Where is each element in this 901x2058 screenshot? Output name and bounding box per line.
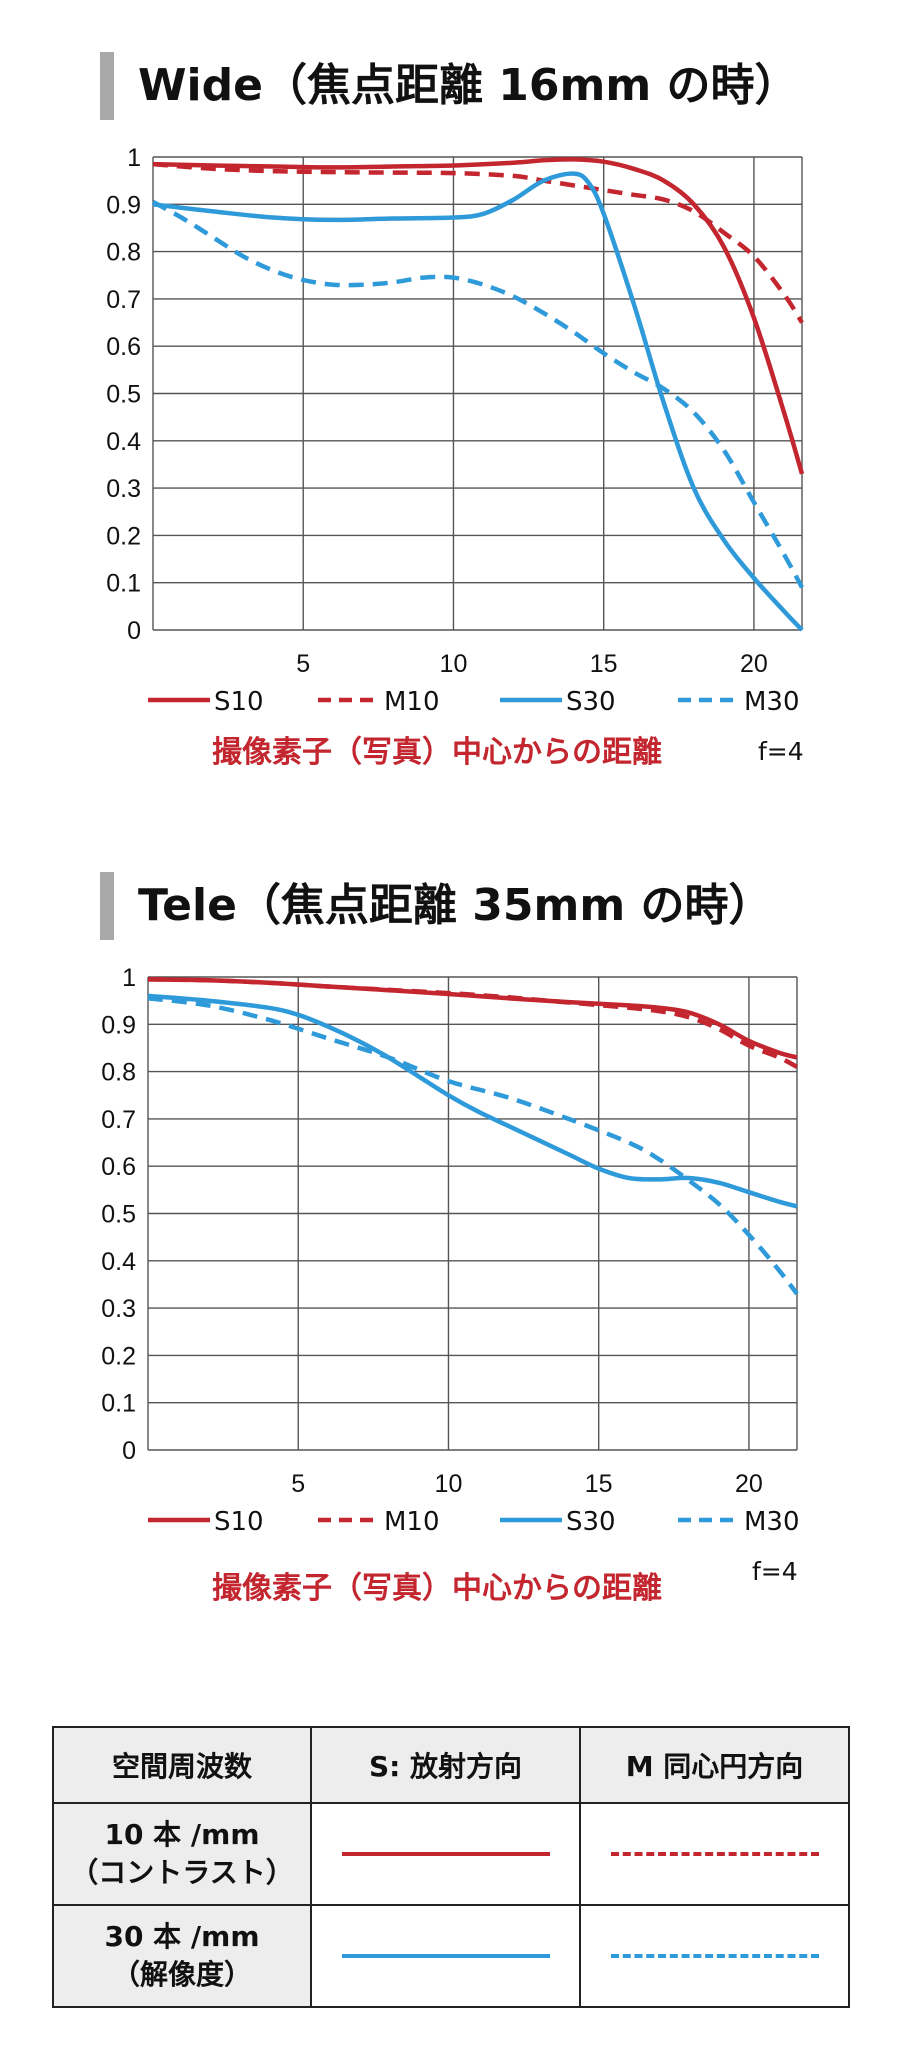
series-line-s10 [147,977,798,1060]
y-tick-label: 0.5 [106,381,141,409]
x-tick-label: 5 [291,1470,305,1498]
tele-chart: 0 0.1 0.2 0.3 0.4 0.5 0.6 0.7 0.8 0.9 1 5 10 15 20 S1… [101,964,800,1606]
header-sagittal: S: 放射方向 [310,1726,581,1804]
series-line-s10 [152,157,805,475]
header-spatial-frequency: 空間周波数 [52,1726,312,1804]
series-line-s30 [152,171,804,632]
y-tick-label: 1 [122,964,136,992]
row-label-line2: （解像度） [111,1958,252,1991]
y-tick-label: 0.2 [101,1342,136,1370]
series-line-m30 [151,199,804,589]
y-tick-label: 0.4 [101,1248,136,1276]
y-tick-label: 0.9 [106,191,141,219]
legend-table-row: 10 本 /mm （コントラスト） [52,1802,850,1906]
y-tick-label: 0.7 [101,1106,136,1134]
swatch-cell-s30 [310,1904,581,2008]
x-tick-label: 20 [735,1470,763,1498]
y-tick-label: 0.8 [101,1059,136,1087]
legend-label-s10: S10 [214,1507,264,1537]
x-axis-label: 撮像素子（写真）中心からの距離 [212,735,662,770]
legend-label-s10: S10 [214,687,264,717]
legend: S10 M10 S30 M30 [148,1507,800,1537]
row-label-10lp: 10 本 /mm （コントラスト） [52,1802,312,1906]
legend-label-m30: M30 [744,1507,800,1537]
y-tick-labels: 0 0.1 0.2 0.3 0.4 0.5 0.6 0.7 0.8 0.9 1 [106,144,141,645]
swatch-m30-dashed-blue [610,1954,819,1958]
wide-chart-title: Wide（焦点距離 16mm の時） [138,60,799,111]
row-label-line2: （コントラスト） [70,1856,294,1889]
series-line-m10 [147,977,799,1069]
legend-label-m30: M30 [744,687,800,717]
tele-chart-title: Tele（焦点距離 35mm の時） [138,880,773,931]
grid [152,156,803,631]
x-tick-label: 10 [435,1470,463,1498]
y-tick-labels: 0 0.1 0.2 0.3 0.4 0.5 0.6 0.7 0.8 0.9 1 [101,964,136,1465]
swatch-m10-dashed-red [610,1852,819,1856]
aperture-annotation: f=4 [752,1557,798,1586]
legend: S10 M10 S30 M30 [148,687,800,717]
y-tick-label: 0.5 [101,1201,136,1229]
tele-title-bar [100,872,114,940]
row-label-30lp: 30 本 /mm （解像度） [52,1904,312,2008]
series-line-s30 [147,993,798,1209]
legend-label-m10: M10 [384,1507,440,1537]
y-tick-label: 0.2 [106,522,141,550]
y-tick-label: 0.4 [106,428,141,456]
x-tick-label: 10 [440,650,468,678]
legend-label-s30: S30 [566,1507,616,1537]
row-label-line1: 10 本 /mm [104,1818,260,1851]
x-tick-label: 15 [585,1470,613,1498]
swatch-s10-solid-red [341,1852,550,1856]
header-meridional: M 同心円方向 [579,1726,850,1804]
y-tick-label: 0.9 [101,1011,136,1039]
wide-title-bar [100,52,114,120]
series-line-m10 [152,161,804,324]
y-tick-label: 0.6 [101,1153,136,1181]
aperture-annotation: f=4 [758,737,804,766]
swatch-cell-m30 [579,1904,850,2008]
y-tick-label: 1 [127,144,141,172]
x-tick-labels: 5 10 15 20 [296,650,768,678]
y-tick-label: 0 [127,617,141,645]
swatch-s30-solid-blue [341,1954,550,1958]
row-label-line1: 30 本 /mm [104,1920,260,1953]
x-tick-label: 20 [740,650,768,678]
y-tick-label: 0.8 [106,239,141,267]
y-tick-label: 0.1 [101,1390,136,1418]
y-tick-label: 0.7 [106,286,141,314]
legend-table-row: 30 本 /mm （解像度） [52,1904,850,2008]
swatch-cell-m10 [579,1802,850,1906]
grid [147,976,798,1451]
wide-chart: 0 0.1 0.2 0.3 0.4 0.5 0.6 0.7 0.8 0.9 1 5 10 15 20 S1… [106,144,805,770]
legend-table-header: 空間周波数 S: 放射方向 M 同心円方向 [52,1726,850,1804]
y-tick-label: 0.6 [106,333,141,361]
series-lines [147,977,799,1296]
x-tick-label: 5 [296,650,310,678]
y-tick-label: 0.3 [106,475,141,503]
swatch-cell-s10 [310,1802,581,1906]
y-tick-label: 0.3 [101,1295,136,1323]
legend-label-m10: M10 [384,687,440,717]
x-axis-label: 撮像素子（写真）中心からの距離 [212,1571,662,1606]
legend-table: 空間周波数 S: 放射方向 M 同心円方向 10 本 /mm （コントラスト） … [52,1726,850,2008]
x-tick-labels: 5 10 15 20 [291,1470,763,1498]
x-tick-label: 15 [590,650,618,678]
legend-label-s30: S30 [566,687,616,717]
y-tick-label: 0 [122,1437,136,1465]
series-lines [151,157,805,632]
series-line-m30 [147,996,799,1296]
y-tick-label: 0.1 [106,570,141,598]
